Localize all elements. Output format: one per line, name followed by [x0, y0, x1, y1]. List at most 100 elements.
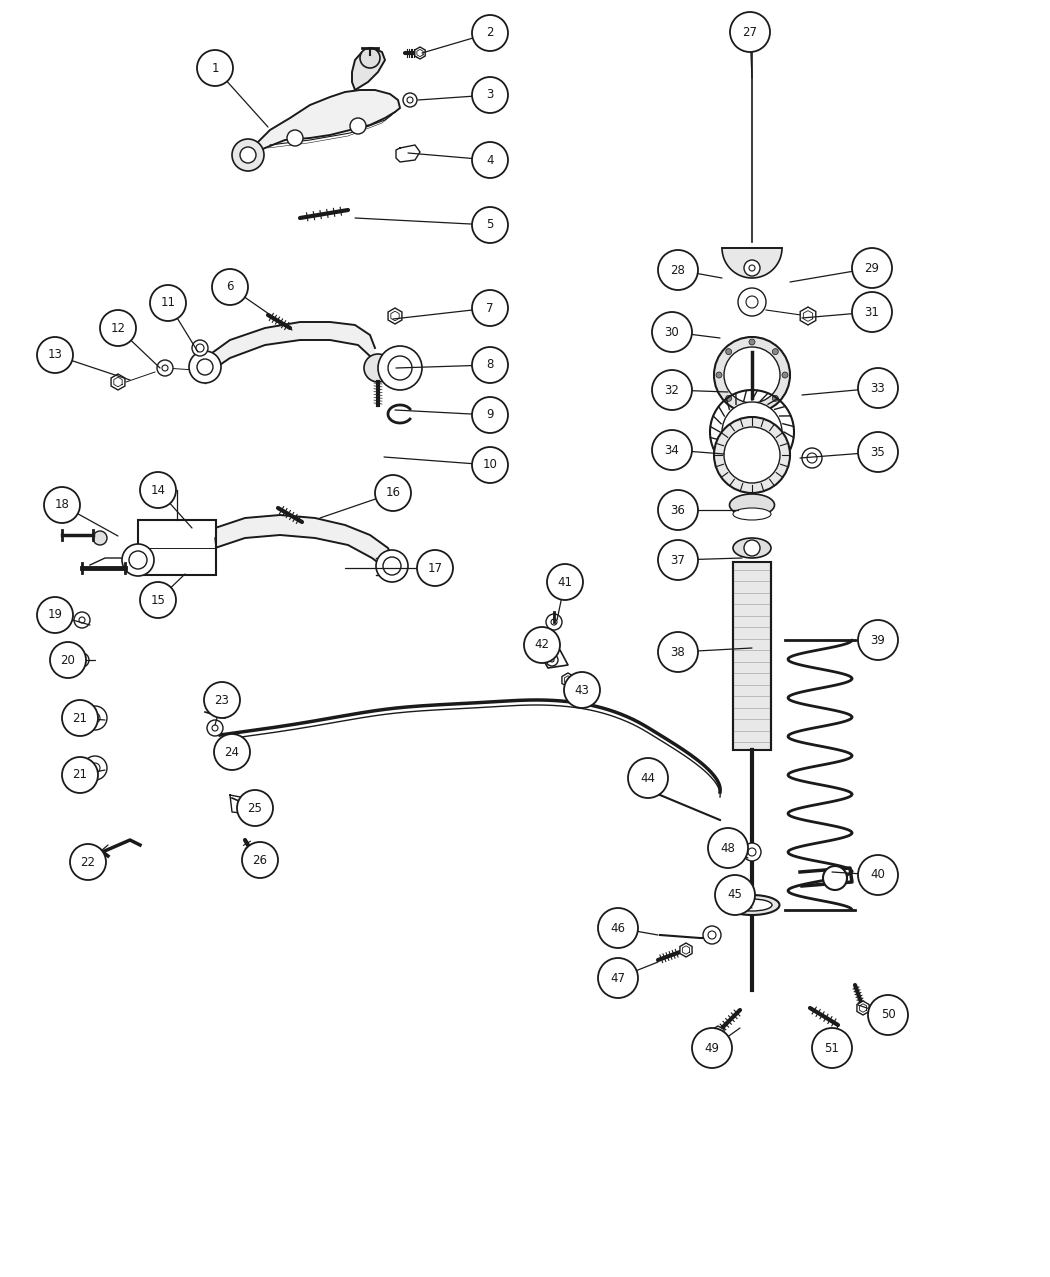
Circle shape [823, 866, 847, 890]
Polygon shape [712, 1025, 724, 1039]
Circle shape [403, 93, 417, 107]
Circle shape [75, 653, 89, 667]
Circle shape [388, 356, 412, 381]
Circle shape [70, 844, 106, 880]
Circle shape [692, 1028, 732, 1068]
Polygon shape [562, 673, 574, 687]
Text: 44: 44 [640, 771, 655, 784]
Circle shape [79, 656, 85, 663]
Circle shape [472, 290, 508, 326]
Circle shape [743, 843, 761, 861]
Circle shape [652, 430, 692, 470]
Circle shape [37, 337, 74, 373]
Circle shape [196, 344, 204, 352]
Text: 10: 10 [483, 458, 498, 471]
Text: 15: 15 [150, 594, 166, 607]
Circle shape [564, 672, 600, 707]
Circle shape [547, 564, 583, 600]
Polygon shape [857, 1001, 869, 1015]
Polygon shape [800, 306, 816, 326]
Text: 1: 1 [211, 61, 218, 74]
Circle shape [197, 50, 233, 86]
Polygon shape [733, 562, 771, 750]
Text: 7: 7 [486, 301, 494, 314]
Ellipse shape [724, 895, 779, 916]
Circle shape [207, 720, 223, 736]
Circle shape [726, 349, 732, 355]
Circle shape [722, 402, 782, 462]
Circle shape [472, 142, 508, 178]
Circle shape [708, 931, 716, 939]
Circle shape [364, 354, 392, 382]
Text: 29: 29 [864, 262, 880, 275]
Circle shape [716, 372, 722, 378]
Circle shape [658, 632, 698, 672]
Circle shape [140, 472, 176, 508]
Text: 18: 18 [55, 498, 69, 512]
Circle shape [237, 790, 273, 826]
Circle shape [472, 397, 508, 433]
Circle shape [212, 269, 248, 305]
Circle shape [744, 261, 760, 276]
Bar [138, 520, 216, 575]
Text: 21: 21 [72, 769, 87, 782]
Ellipse shape [733, 538, 771, 558]
Circle shape [376, 550, 408, 582]
Ellipse shape [732, 899, 772, 911]
Circle shape [162, 365, 168, 372]
Circle shape [724, 427, 780, 483]
Circle shape [383, 557, 401, 575]
Circle shape [714, 418, 790, 493]
Circle shape [812, 1028, 852, 1068]
Circle shape [472, 15, 508, 51]
Circle shape [858, 621, 898, 660]
Circle shape [802, 448, 822, 467]
Text: 24: 24 [225, 746, 239, 759]
Circle shape [37, 598, 74, 633]
Circle shape [220, 751, 235, 765]
Text: 3: 3 [486, 88, 494, 101]
Circle shape [550, 658, 554, 661]
Circle shape [158, 360, 173, 375]
Polygon shape [248, 89, 400, 158]
Circle shape [658, 490, 698, 530]
Circle shape [90, 713, 100, 723]
Circle shape [62, 700, 98, 736]
Text: 49: 49 [705, 1042, 719, 1055]
Text: 35: 35 [870, 446, 885, 458]
Text: 6: 6 [226, 281, 234, 294]
Circle shape [240, 147, 256, 163]
Circle shape [658, 540, 698, 580]
Text: 22: 22 [81, 856, 96, 868]
Circle shape [546, 614, 562, 630]
Polygon shape [215, 515, 392, 575]
Circle shape [858, 432, 898, 472]
Text: 4: 4 [486, 153, 494, 166]
Circle shape [122, 544, 154, 576]
Circle shape [773, 396, 778, 401]
Circle shape [704, 926, 721, 944]
Circle shape [715, 875, 755, 916]
Text: 11: 11 [161, 296, 175, 309]
Polygon shape [415, 47, 425, 59]
Circle shape [852, 292, 892, 332]
Polygon shape [352, 49, 385, 89]
Circle shape [652, 312, 692, 352]
Text: 36: 36 [671, 503, 686, 516]
Text: 37: 37 [671, 553, 686, 567]
Text: 28: 28 [671, 263, 686, 277]
Circle shape [50, 642, 86, 678]
Text: 30: 30 [665, 326, 679, 338]
Text: 33: 33 [870, 382, 885, 395]
Polygon shape [680, 942, 692, 956]
Text: 34: 34 [665, 443, 679, 456]
Text: 40: 40 [870, 868, 885, 881]
Circle shape [652, 370, 692, 410]
Polygon shape [205, 322, 375, 375]
Circle shape [189, 351, 220, 383]
Text: 21: 21 [72, 711, 87, 724]
Circle shape [598, 958, 638, 999]
Polygon shape [388, 308, 402, 324]
Text: 23: 23 [214, 693, 230, 706]
Circle shape [472, 347, 508, 383]
